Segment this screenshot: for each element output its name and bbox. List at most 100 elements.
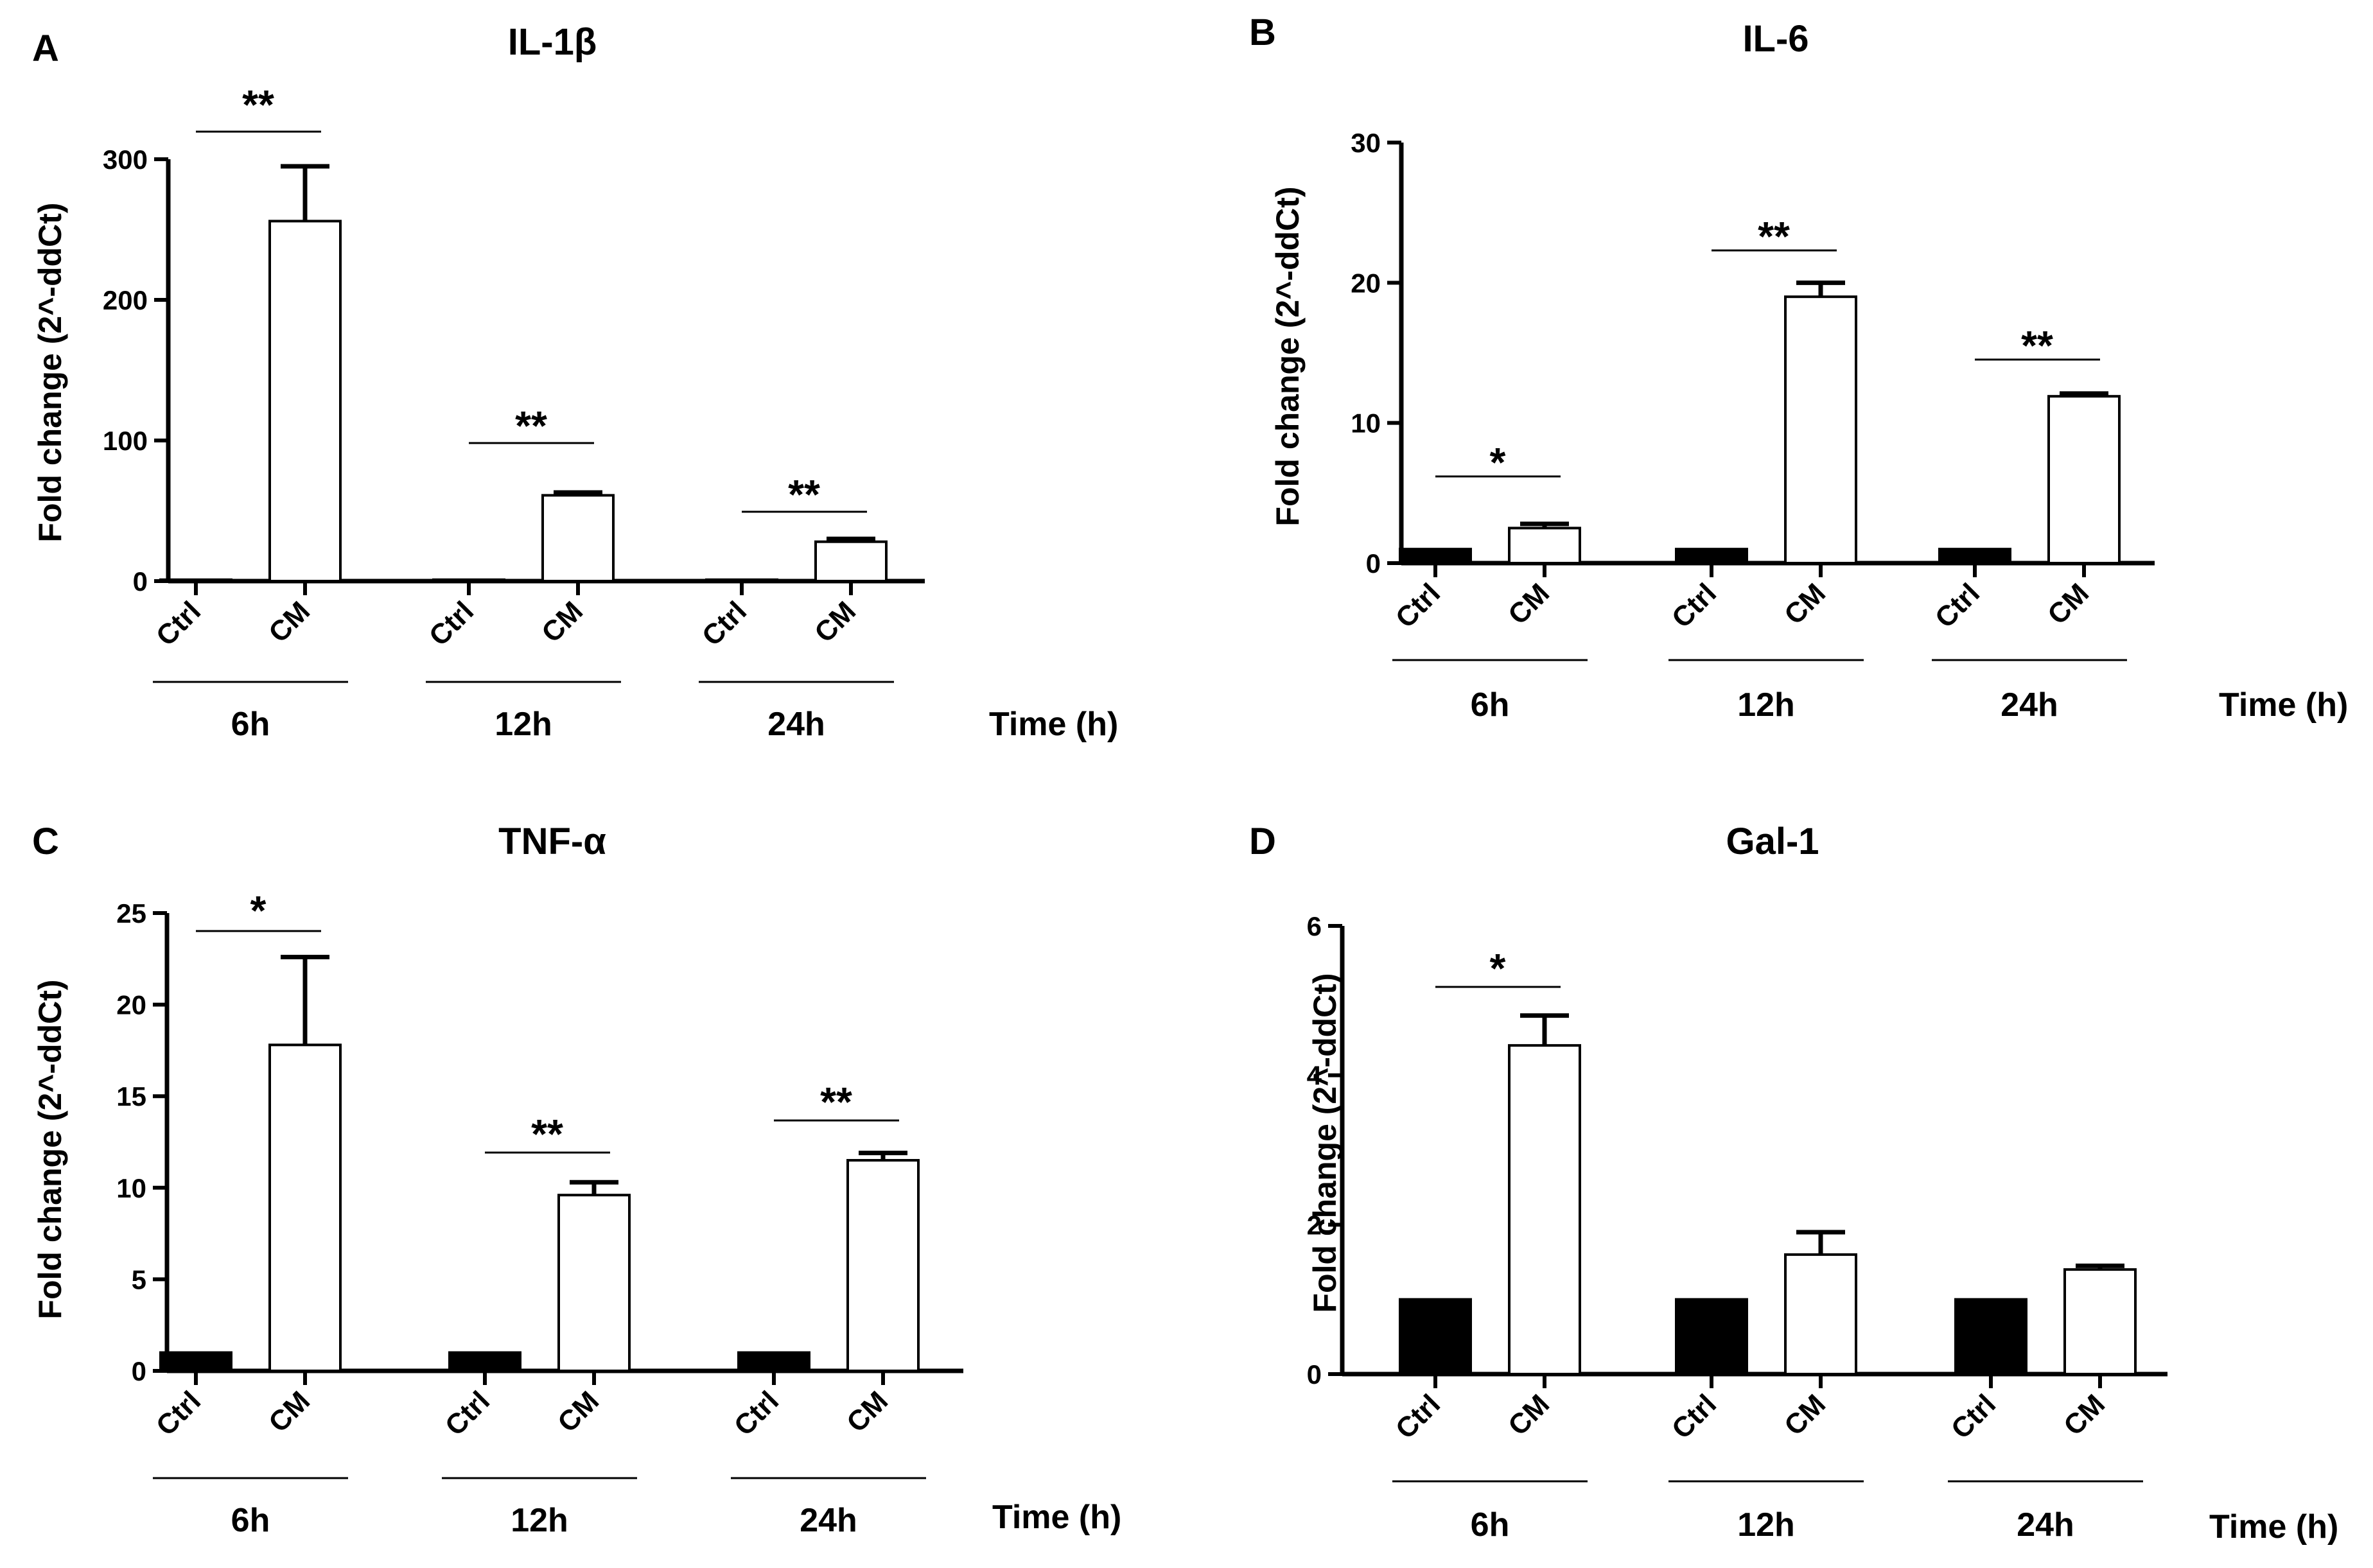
significance-marker: ** xyxy=(531,1111,563,1157)
y-tick-label: 20 xyxy=(116,990,146,1020)
y-axis-label: Fold change (2^-ddCt) xyxy=(1270,186,1306,526)
y-tick-label: 4 xyxy=(1307,1061,1322,1091)
category-label: Ctrl xyxy=(728,1385,785,1442)
y-axis-label: Fold change (2^-ddCt) xyxy=(1307,973,1343,1312)
category-label: CM xyxy=(263,1385,316,1438)
group-label: 6h xyxy=(1471,1506,1510,1544)
significance-marker: ** xyxy=(1758,213,1790,259)
significance-marker: ** xyxy=(788,471,820,518)
x-group-title: Time (h) xyxy=(992,1499,1121,1536)
category-label: Ctrl xyxy=(439,1385,496,1442)
significance-marker: * xyxy=(250,887,267,934)
category-label: CM xyxy=(1502,577,1555,631)
bar-ctrl xyxy=(448,1351,521,1372)
category-label: CM xyxy=(263,595,316,649)
significance-marker: ** xyxy=(820,1079,852,1125)
chart-panel-d: D Gal-1 Fold change (2^-ddCt) 0 2 4 6 Ctrl CM * 6h… xyxy=(1249,821,2338,1546)
group-label: 6h xyxy=(231,1502,270,1539)
bar-ctrl xyxy=(432,578,505,582)
bar-cm xyxy=(2047,395,2121,565)
significance-marker: * xyxy=(1490,439,1506,485)
bar-ctrl xyxy=(1675,1298,1748,1375)
chart-panel-c: C TNF-α Fold change (2^-ddCt) 0 5 10 15 20 25 Ctr… xyxy=(32,821,1121,1539)
group-label: 24h xyxy=(800,1502,857,1539)
category-label: CM xyxy=(1502,1388,1555,1442)
bar-ctrl xyxy=(1399,548,1472,565)
category-label: CM xyxy=(809,595,862,649)
group-label: 24h xyxy=(767,706,825,743)
panel-letter: B xyxy=(1249,12,1276,53)
category-label: CM xyxy=(536,595,589,649)
significance-marker: * xyxy=(1490,945,1506,991)
chart-title: IL-6 xyxy=(1742,18,1808,60)
y-tick-label: 0 xyxy=(133,566,148,597)
y-tick-label: 100 xyxy=(103,426,148,456)
bar-cm xyxy=(1784,295,1857,564)
bar-ctrl xyxy=(1675,548,1748,565)
bar-ctrl xyxy=(1954,1298,2027,1375)
y-tick-label: 30 xyxy=(1351,128,1381,158)
y-axis-label: Fold change (2^-ddCt) xyxy=(32,202,68,542)
category-label: Ctrl xyxy=(1945,1388,2002,1445)
y-tick-label: 0 xyxy=(1307,1359,1322,1389)
category-label: CM xyxy=(1778,1388,1832,1442)
bar-cm xyxy=(846,1159,920,1373)
bar-ctrl xyxy=(159,578,232,582)
group-label: 24h xyxy=(2017,1506,2074,1544)
y-axis-label: Fold change (2^-ddCt) xyxy=(32,979,68,1319)
panel-letter: C xyxy=(32,821,59,862)
category-label: Ctrl xyxy=(1929,577,1986,634)
panel-letter: D xyxy=(1249,821,1276,862)
category-label: CM xyxy=(841,1385,894,1438)
group-label: 12h xyxy=(1737,686,1795,724)
bar-cm xyxy=(268,1043,342,1372)
category-label: Ctrl xyxy=(150,595,207,652)
group-label: 12h xyxy=(1737,1506,1795,1544)
category-label: CM xyxy=(2042,577,2095,631)
y-tick-label: 300 xyxy=(103,144,148,175)
significance-marker: ** xyxy=(515,403,547,449)
chart-title: Gal-1 xyxy=(1726,821,1819,862)
y-tick-label: 5 xyxy=(132,1264,146,1294)
y-tick-label: 20 xyxy=(1351,268,1381,298)
bar-cm xyxy=(557,1194,631,1372)
bar-cm xyxy=(541,494,615,582)
category-label: Ctrl xyxy=(150,1385,207,1442)
category-label: Ctrl xyxy=(1390,577,1446,634)
bar-cm xyxy=(814,540,888,582)
category-label: CM xyxy=(552,1385,605,1438)
x-group-title: Time (h) xyxy=(2209,1508,2338,1546)
category-label: Ctrl xyxy=(1666,1388,1722,1445)
panel-letter: A xyxy=(32,28,59,69)
y-tick-label: 10 xyxy=(1351,408,1381,439)
x-group-title: Time (h) xyxy=(989,706,1118,743)
y-tick-label: 6 xyxy=(1307,911,1322,941)
bar-ctrl xyxy=(705,578,778,582)
bar-ctrl xyxy=(737,1351,810,1372)
category-label: CM xyxy=(2058,1388,2111,1442)
chart-panel-a: A IL-1β Fold change (2^-ddCt) 0 100 200 300 Ctr… xyxy=(32,21,1118,743)
bar-cm xyxy=(268,220,342,582)
group-label: 6h xyxy=(1471,686,1510,724)
x-group-title: Time (h) xyxy=(2219,686,2348,724)
group-label: 12h xyxy=(511,1502,568,1539)
y-tick-label: 25 xyxy=(116,898,146,928)
significance-marker: ** xyxy=(242,82,274,128)
category-label: Ctrl xyxy=(1666,577,1722,634)
y-tick-label: 200 xyxy=(103,285,148,315)
category-label: Ctrl xyxy=(423,595,480,652)
bar-cm xyxy=(2063,1268,2137,1375)
bar-cm xyxy=(1508,527,1581,565)
significance-marker: ** xyxy=(2021,322,2053,369)
bar-cm xyxy=(1784,1253,1857,1376)
category-label: Ctrl xyxy=(696,595,753,652)
bar-ctrl xyxy=(1399,1298,1472,1375)
y-tick-label: 0 xyxy=(132,1356,146,1386)
y-tick-label: 15 xyxy=(116,1081,146,1111)
chart-title: TNF-α xyxy=(498,821,606,862)
category-label: Ctrl xyxy=(1390,1388,1446,1445)
category-label: CM xyxy=(1778,577,1832,631)
chart-panel-b: B IL-6 Fold change (2^-ddCt) 0 10 20 30 Ctrl CM *… xyxy=(1249,12,2348,724)
y-tick-label: 2 xyxy=(1307,1210,1322,1240)
